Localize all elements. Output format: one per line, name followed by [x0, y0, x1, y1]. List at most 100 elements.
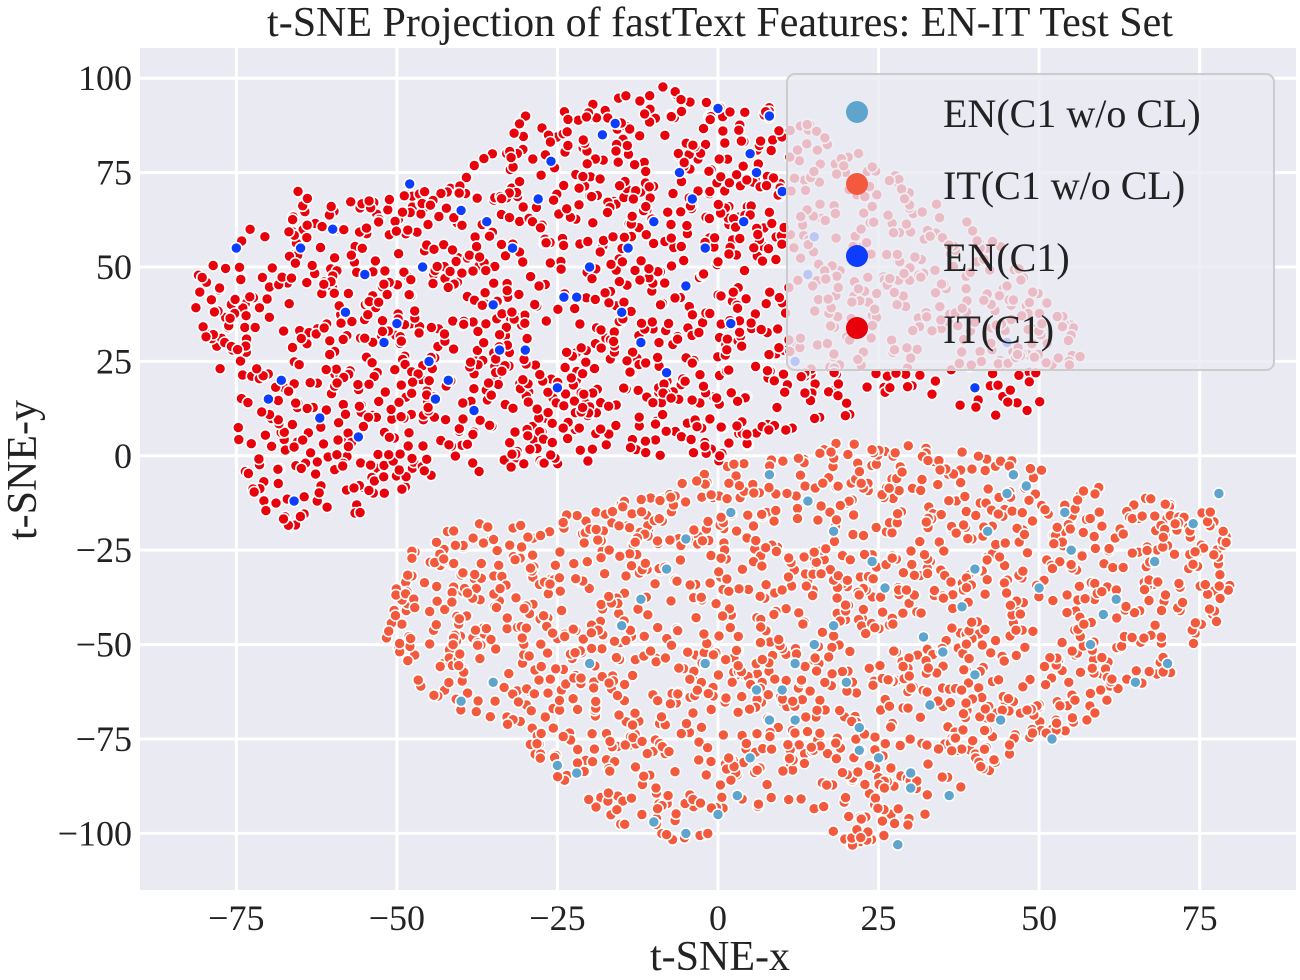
legend-label: EN(C1) — [943, 235, 1070, 280]
data-point — [431, 619, 442, 630]
data-point — [862, 382, 873, 393]
data-point — [359, 269, 370, 280]
data-point — [887, 553, 898, 564]
data-point — [209, 306, 220, 317]
data-point — [816, 501, 827, 512]
data-point — [657, 81, 668, 92]
data-point — [945, 697, 956, 708]
data-point — [568, 558, 579, 569]
data-point — [849, 439, 860, 450]
data-point — [764, 287, 775, 298]
data-point — [816, 568, 827, 579]
data-point — [830, 738, 841, 749]
data-point — [1085, 513, 1096, 524]
data-point — [895, 740, 906, 751]
data-point — [414, 327, 425, 338]
data-point — [532, 738, 543, 749]
data-point — [440, 414, 451, 425]
data-point — [467, 457, 478, 468]
data-point — [728, 287, 739, 298]
data-point — [1107, 562, 1118, 573]
data-point — [454, 649, 465, 660]
data-point — [828, 631, 839, 642]
data-point — [384, 432, 395, 443]
data-point — [764, 482, 775, 493]
data-point — [715, 779, 726, 790]
data-point — [755, 622, 766, 633]
data-point — [812, 705, 823, 716]
data-point — [725, 507, 736, 518]
data-point — [586, 627, 597, 638]
data-point — [472, 193, 483, 204]
data-point — [732, 396, 743, 407]
data-point — [206, 294, 217, 305]
data-point — [391, 318, 402, 329]
data-point — [842, 575, 853, 586]
data-point — [231, 243, 242, 254]
data-point — [757, 654, 768, 665]
data-point — [957, 601, 968, 612]
data-point — [1059, 507, 1070, 518]
data-point — [994, 551, 1005, 562]
data-point — [627, 211, 638, 222]
data-point — [877, 816, 888, 827]
data-point — [691, 476, 702, 487]
data-point — [752, 229, 763, 240]
data-point — [287, 214, 298, 225]
data-point — [980, 703, 991, 714]
data-point — [751, 167, 762, 178]
data-point — [430, 394, 441, 405]
data-point — [364, 379, 375, 390]
data-point — [630, 761, 641, 772]
data-point — [1078, 619, 1089, 630]
data-point — [294, 359, 305, 370]
data-point — [365, 460, 376, 471]
data-point — [811, 666, 822, 677]
data-point — [660, 652, 671, 663]
data-point — [390, 610, 401, 621]
data-point — [864, 760, 875, 771]
data-point — [959, 491, 970, 502]
data-point — [493, 560, 504, 571]
data-point — [614, 276, 625, 287]
data-point — [662, 207, 673, 218]
data-point — [599, 568, 610, 579]
data-point — [809, 413, 820, 424]
data-point — [630, 537, 641, 548]
data-point — [734, 327, 745, 338]
data-point — [651, 782, 662, 793]
data-point — [545, 579, 556, 590]
data-point — [476, 558, 487, 569]
data-point — [999, 656, 1010, 667]
data-point — [1027, 516, 1038, 527]
data-point — [519, 603, 530, 614]
data-point — [215, 363, 226, 374]
data-point — [608, 231, 619, 242]
data-point — [583, 794, 594, 805]
data-point — [725, 622, 736, 633]
data-point — [897, 467, 908, 478]
data-point — [973, 451, 984, 462]
data-point — [424, 638, 435, 649]
y-tick-label: −75 — [76, 719, 132, 759]
data-point — [447, 244, 458, 255]
data-point — [721, 693, 732, 704]
data-point — [741, 429, 752, 440]
data-point — [1005, 385, 1016, 396]
data-point — [672, 688, 683, 699]
data-point — [232, 344, 243, 355]
data-point — [1170, 518, 1181, 529]
data-point — [617, 256, 628, 267]
data-point — [506, 307, 517, 318]
data-point — [617, 501, 628, 512]
data-point — [543, 407, 554, 418]
data-point — [903, 440, 914, 451]
data-point — [384, 194, 395, 205]
data-point — [481, 623, 492, 634]
data-point — [486, 634, 497, 645]
data-point — [621, 570, 632, 581]
data-point — [580, 357, 591, 368]
data-point — [456, 696, 467, 707]
data-point — [706, 550, 717, 561]
